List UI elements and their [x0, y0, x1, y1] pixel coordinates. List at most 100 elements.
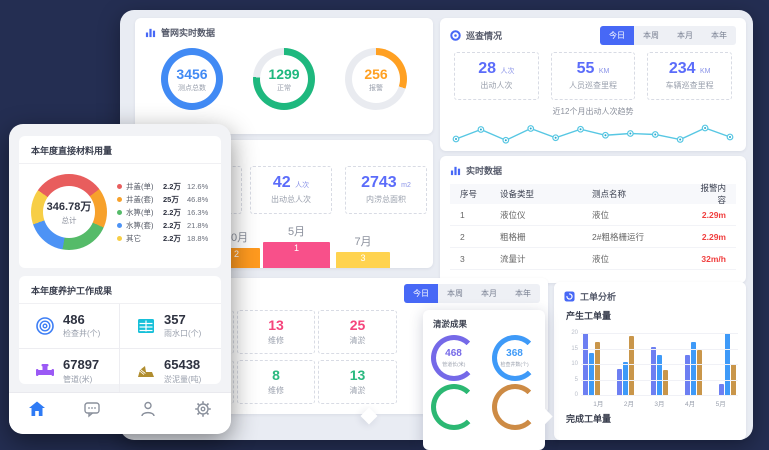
stat-box-repair: 8 维修 — [237, 360, 315, 404]
legend-dot — [117, 209, 122, 215]
nav-home[interactable] — [27, 400, 47, 423]
gridline — [581, 364, 738, 365]
gridline — [581, 348, 738, 350]
network-realtime-card: 管网实时数据 3456 测点总数 1299 正常 256 报警 — [135, 18, 433, 134]
workorder-icon — [564, 291, 575, 302]
dredge-icon — [138, 366, 154, 378]
x-tick-label: 2月 — [623, 401, 634, 408]
stat-value: 13 — [349, 366, 366, 383]
patrol-stats-row: 28 人次 出动人次 55 KM 人员巡查里程 234 KM 车辆巡查里程 — [440, 48, 746, 100]
tab-month[interactable]: 本月 — [677, 31, 693, 40]
nav-messages[interactable] — [82, 400, 102, 423]
stat-label: 车辆巡查里程 — [665, 81, 714, 91]
gauge-label: 报警 — [369, 84, 383, 92]
material-donut-chart: 346.78万 总计 — [31, 174, 107, 250]
x-tick-label: 3月 — [654, 401, 665, 408]
tab-year[interactable]: 本年 — [515, 289, 531, 298]
tab-today[interactable]: 今日 — [404, 284, 438, 303]
bar — [595, 342, 600, 395]
card-header: 管网实时数据 — [135, 18, 433, 42]
card-title: 巡查情况 — [466, 31, 503, 41]
maintenance-results-card: 本年度养护工作成果 486 检查井(个) 357 — [19, 276, 221, 394]
stat-label: 人员巡查里程 — [569, 81, 617, 91]
card-title: 管网实时数据 — [161, 28, 216, 38]
table-row[interactable]: 2 粗格栅 2#粗格栅运行 2.29m — [450, 226, 736, 248]
podium-item: 7月 3 — [336, 233, 390, 268]
alarm-value: 32m/h — [701, 253, 726, 264]
bar — [719, 384, 724, 395]
stat-label: 清淤 — [349, 336, 366, 346]
stat-box-dispatch-total: 42 人次 出动总人次 — [250, 166, 332, 214]
month-ranking-bars: 10月 2 5月 1 7月 3 — [135, 216, 433, 268]
col-header: 测点名称 — [592, 189, 627, 199]
gauge-well-count: 368 检查井数(个) — [484, 335, 545, 381]
patrol-icon — [450, 30, 461, 41]
stat-box-repair: 13 维修 — [237, 310, 315, 354]
legend-item: 井盖(单) 2.2万 12.6% — [117, 180, 213, 193]
stat-label: 清淤 — [349, 386, 366, 396]
stat-value: 13 — [268, 316, 284, 333]
podium-month: 5月 — [287, 226, 306, 238]
tab-week[interactable]: 本周 — [447, 289, 463, 298]
table-row[interactable]: 3 流量计 液位 32m/h — [450, 248, 736, 270]
x-tick-label: 4月 — [685, 401, 696, 408]
stat-value: 42 人次 — [272, 173, 310, 191]
card-header: 巡查情况 今日 本周 本月 本年 — [440, 18, 746, 48]
x-tick-label: 5月 — [715, 401, 726, 408]
x-axis-labels: 1月 2月 3月 4月 5月 — [583, 398, 736, 408]
stat-value: 8 — [272, 366, 280, 383]
stat-box-person-mileage: 55 KM 人员巡查里程 — [550, 52, 636, 100]
col-header: 设备类型 — [500, 189, 535, 199]
alarm-value: 2.29m — [701, 209, 726, 220]
y-tick-label: 15 — [571, 345, 578, 352]
podium-item: 5月 1 — [263, 223, 330, 268]
gauge-label: 测点总数 — [178, 84, 206, 92]
table-header-row: 序号 设备类型 测点名称 报警内容 — [450, 183, 736, 205]
podium-bar: 3 — [336, 252, 390, 268]
table-row[interactable]: 1 液位仪 液位 2.29m — [450, 204, 736, 226]
tab-week[interactable]: 本周 — [643, 31, 659, 40]
card-title: 本年度养护工作成果 — [19, 276, 221, 304]
stat-label: 维修 — [268, 386, 284, 396]
nav-settings[interactable] — [193, 400, 213, 423]
legend-item: 其它 2.2万 18.8% — [117, 232, 213, 245]
patrol-card: 巡查情况 今日 本周 本月 本年 28 人次 出动人次 55 KM 人员巡查里程… — [440, 18, 746, 151]
bar-chart-icon — [145, 28, 156, 38]
result-pipes: 67897 管道(米) — [19, 349, 120, 394]
card-header: 工单分析 — [554, 282, 746, 306]
material-usage-card: 本年度直接材料用量 346.78万 总计 井盖(单) 2.2万 12.6% 井盖… — [19, 136, 221, 268]
tab-month[interactable]: 本月 — [481, 289, 497, 298]
podium-month: 7月 — [354, 236, 372, 248]
tab-year[interactable]: 本年 — [711, 31, 727, 40]
legend-dot — [117, 196, 122, 202]
bar-chart-icon — [450, 166, 461, 176]
gauge-value: 3456 — [176, 65, 208, 82]
gridline — [581, 333, 738, 334]
stat-box-flood-area: 2743 m2 内涝总面积 — [345, 166, 427, 214]
bar — [629, 336, 634, 395]
result-sludge: 65438 淤泥量(吨) — [120, 349, 221, 393]
stat-value: 25 — [349, 316, 366, 333]
alarm-table: 序号 设备类型 测点名称 报警内容 1 液位仪 液位 2.29m 2 粗格栅 2… — [450, 183, 736, 270]
tab-today[interactable]: 今日 — [600, 26, 634, 45]
legend-dot — [117, 222, 122, 228]
home-icon — [28, 401, 45, 416]
legend-item: 井盖(套) 25万 46.8% — [117, 193, 213, 206]
bar — [657, 354, 662, 395]
gauge-label: 正常 — [277, 84, 291, 92]
section-title-created: 产生工单量 — [566, 311, 612, 321]
gauge-grid: 468 管道长(米) 368 检查井数(个) — [423, 332, 545, 430]
nav-profile[interactable] — [138, 400, 158, 423]
donut-legend: 井盖(单) 2.2万 12.6% 井盖(套) 25万 46.8% 水箅(单) 2… — [117, 180, 213, 245]
results-grid: 486 检查井(个) 357 雨水口(个) — [19, 304, 221, 394]
realtime-table-card: 实时数据 序号 设备类型 测点名称 报警内容 1 液位仪 液位 2.29m 2 … — [440, 156, 746, 283]
inspection-well-icon — [36, 317, 54, 335]
x-tick-label: 1月 — [593, 401, 604, 408]
legend-dot — [117, 183, 122, 189]
gauge-alarm: 256 报警 — [345, 48, 407, 110]
legend-item: 水箅(单) 2.2万 16.3% — [117, 206, 213, 219]
gauge-partial — [423, 384, 484, 430]
y-tick-label: 0 — [574, 392, 578, 398]
patrol-tab-group: 今日 本周 本月 本年 — [600, 26, 736, 45]
legend-item: 水箅(套) 2.2万 21.8% — [117, 219, 213, 232]
